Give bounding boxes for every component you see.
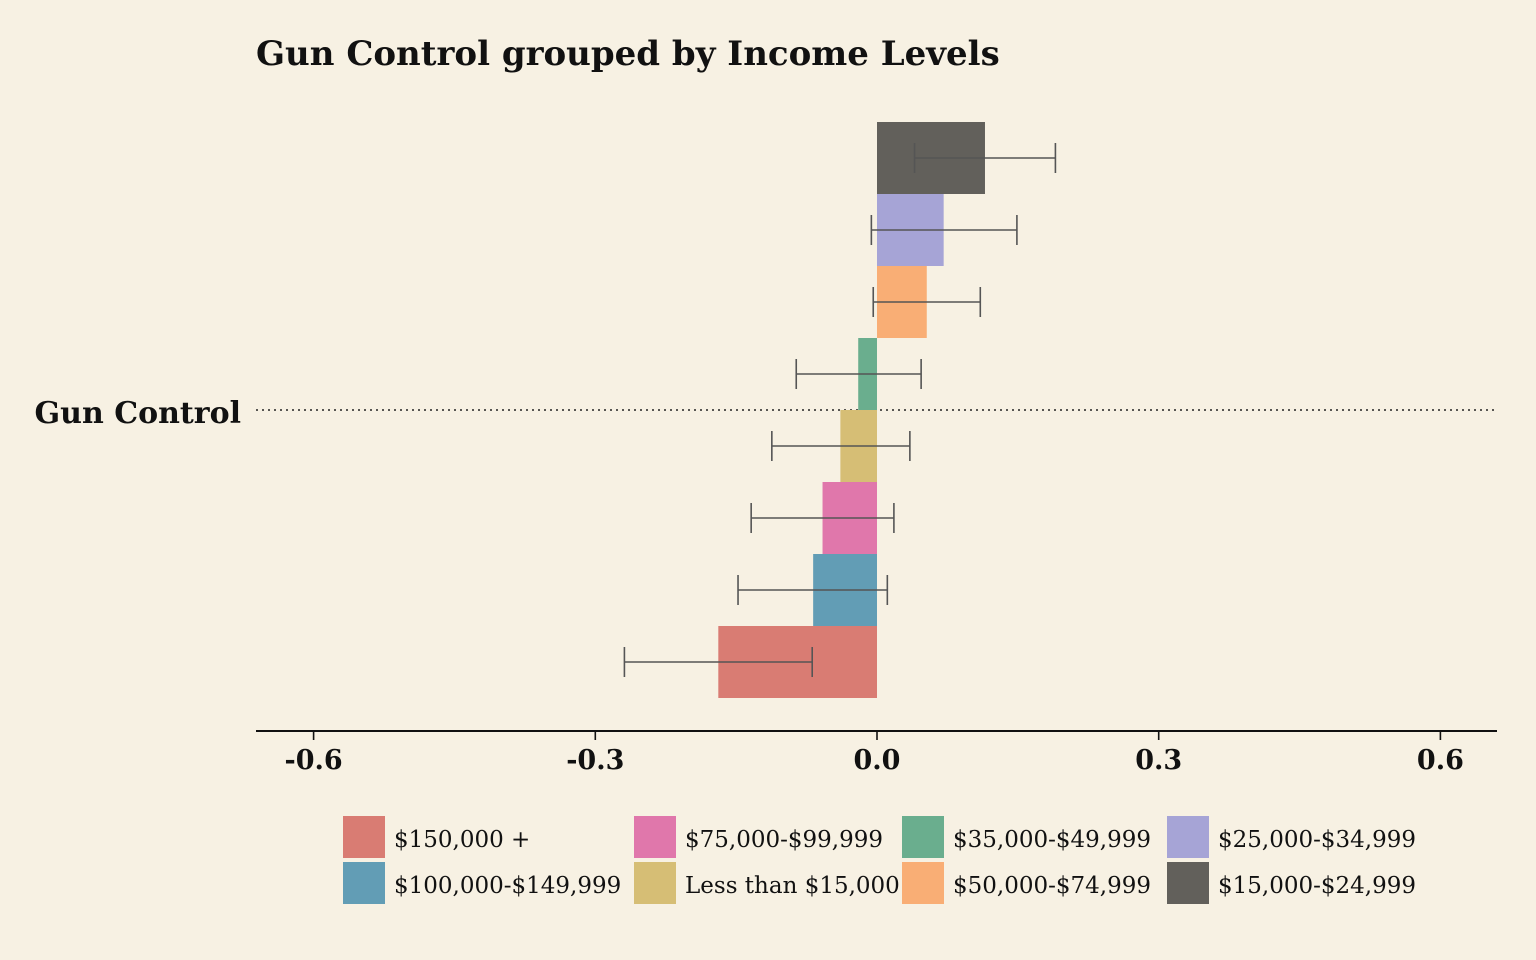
chart-title: Gun Control grouped by Income Levels [256, 34, 1000, 74]
error-bar-50-000-74-999 [872, 287, 982, 317]
category-label: Gun Control [35, 396, 241, 431]
legend-swatch [1167, 862, 1209, 904]
legend-item-50-000-74-999: $50,000-$74,999 [902, 862, 1151, 904]
legend-label: $50,000-$74,999 [953, 873, 1151, 899]
error-bar-15-000-24-999 [913, 143, 1057, 173]
legend-swatch [343, 862, 385, 904]
legend-label: $150,000 + [394, 827, 530, 853]
legend-label: $100,000-$149,999 [394, 873, 621, 899]
legend-swatch [902, 862, 944, 904]
legend-item-25-000-34-999: $25,000-$34,999 [1167, 816, 1416, 858]
x-tick-label: -0.3 [566, 745, 624, 776]
error-bars-group [623, 143, 1057, 677]
x-tick-label: 0.0 [854, 745, 901, 776]
legend-item-100-000-149-999: $100,000-$149,999 [343, 862, 621, 904]
legend-label: $15,000-$24,999 [1218, 873, 1416, 899]
legend-item-less-than-15-000: Less than $15,000 [634, 862, 900, 904]
legend-label: Less than $15,000 [685, 873, 900, 899]
bars-group [718, 122, 985, 698]
legend-item-150-000: $150,000 + [343, 816, 530, 858]
x-axis-ticks: -0.6 -0.3 0.0 0.3 0.6 [285, 731, 1464, 776]
legend-swatch [634, 816, 676, 858]
error-bar-75-000-99-999 [750, 503, 895, 533]
legend-item-75-000-99-999: $75,000-$99,999 [634, 816, 883, 858]
x-tick-label: 0.6 [1417, 745, 1464, 776]
error-bar-25-000-34-999 [870, 215, 1018, 245]
error-bar-less-than-15-000 [771, 431, 911, 461]
legend-label: $25,000-$34,999 [1218, 827, 1416, 853]
legend-swatch [343, 816, 385, 858]
legend-swatch [902, 816, 944, 858]
legend-swatch [1167, 816, 1209, 858]
legend-label: $75,000-$99,999 [685, 827, 883, 853]
error-bar-150-000 [623, 647, 814, 677]
error-bar-100-000-149-999 [737, 575, 889, 605]
legend-item-15-000-24-999: $15,000-$24,999 [1167, 862, 1416, 904]
legend-swatch [634, 862, 676, 904]
legend: $150,000 + $75,000-$99,999 $35,000-$49,999… [343, 816, 1416, 904]
error-bar-35-000-49-999 [795, 359, 922, 389]
x-tick-label: -0.6 [285, 745, 343, 776]
legend-item-35-000-49-999: $35,000-$49,999 [902, 816, 1151, 858]
legend-label: $35,000-$49,999 [953, 827, 1151, 853]
x-tick-label: 0.3 [1135, 745, 1182, 776]
